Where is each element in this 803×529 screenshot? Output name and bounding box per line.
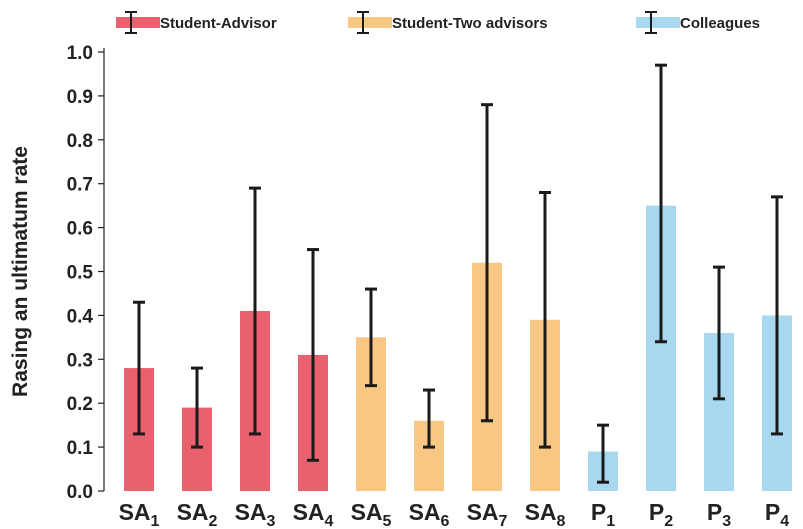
x-tick-label: SA5 [351,499,392,529]
error-bar-sa4 [307,248,319,462]
error-bar-sa7 [481,103,493,423]
error-bars [133,63,783,484]
legend-item: Student-Two advisors [348,11,548,34]
y-tick-label: 0.2 [67,394,93,415]
error-bar-p3 [713,265,725,401]
legend-swatch [348,17,392,28]
error-bar-sa8 [539,190,551,449]
x-tick-label: SA2 [177,499,218,529]
error-bar-sa1 [133,300,145,436]
error-bar-sa2 [191,366,203,449]
x-tick-label: SA6 [409,499,450,529]
legend-label: Colleagues [680,15,760,32]
y-tick-label: 0.0 [67,482,93,503]
error-bar-p4 [771,195,783,436]
error-bar-p1 [597,423,609,484]
x-tick-label: P1 [591,499,615,529]
error-bar-sa3 [249,186,261,436]
x-tick-label: SA4 [293,499,334,529]
y-tick-label: 0.8 [67,131,93,152]
x-tick-label: P4 [765,499,789,529]
x-tick-label: SA8 [525,499,566,529]
bars [124,205,792,491]
y-tick-label: 0.3 [67,350,93,371]
legend-label: Student-Advisor [160,15,277,32]
y-axis: 0.0 0.1 0.2 0.3 0.4 0.5 0.6 0.7 0.8 0.9 1.0 [67,43,105,503]
y-axis-title: Rasing an ultimatum rate [9,146,32,397]
legend-label: Student-Two advisors [392,15,548,32]
x-tick-label: P2 [649,499,673,529]
legend-swatch [636,17,680,28]
legend-swatch [116,17,160,28]
x-tick-label: P3 [707,499,731,529]
y-tick-label: 0.5 [67,263,94,284]
error-bar-sa5 [365,287,377,388]
y-tick-label: 1.0 [67,43,93,64]
y-tick-label: 0.6 [67,219,93,240]
legend-item: Colleagues [636,11,760,34]
x-tick-label: SA7 [467,499,508,529]
y-tick-label: 0.4 [67,306,94,327]
x-axis-labels: SA1 SA2 SA3 SA4 SA5 SA6 SA7 SA8 P1 P2 P3 P4 [119,499,790,529]
y-tick-label: 0.9 [67,87,93,108]
legend: Student-Advisor Student-Two advisors Colle… [116,11,760,34]
x-tick-label: SA3 [235,499,276,529]
y-tick-label: 0.1 [67,438,94,459]
error-bar-sa6 [423,388,435,449]
y-tick-label: 0.7 [67,175,93,196]
x-tick-label: SA1 [119,499,160,529]
legend-item: Student-Advisor [116,11,277,34]
error-bar-p2 [655,63,667,344]
